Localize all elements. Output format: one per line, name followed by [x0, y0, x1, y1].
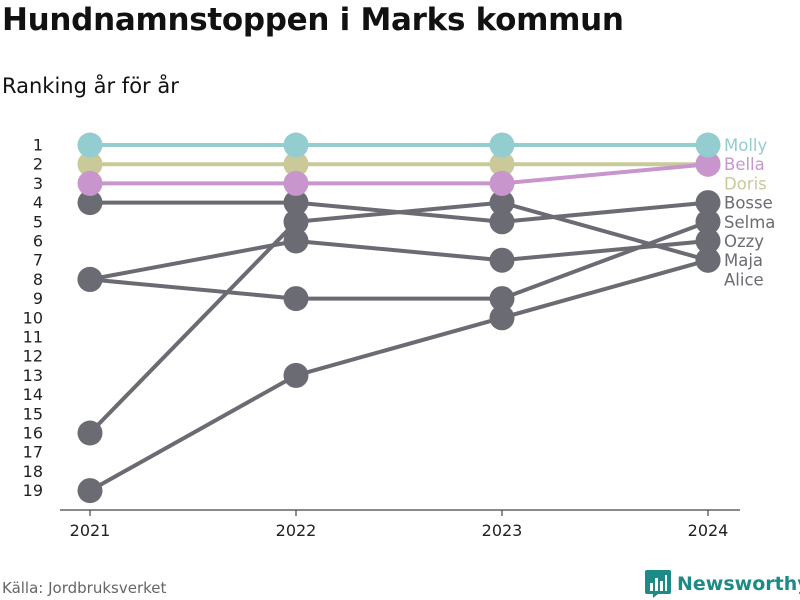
end-label-selma: Selma	[724, 213, 775, 232]
y-tick-label: 14	[23, 385, 43, 404]
x-tick-label: 2024	[688, 521, 729, 540]
series-lines	[88, 143, 710, 493]
y-tick-label: 13	[23, 366, 43, 385]
brand: Newsworthy	[645, 570, 800, 598]
brand-name: Newsworthy	[677, 573, 800, 595]
data-point-ozzy	[489, 247, 515, 273]
series-line-bosse	[88, 200, 710, 224]
y-tick-label: 2	[33, 155, 43, 174]
data-point-maja	[489, 190, 515, 216]
y-tick-label: 18	[23, 462, 43, 481]
y-tick-label: 6	[33, 232, 43, 251]
axes: 2021 2022 2023 2024123456789101112131415161…	[23, 136, 740, 540]
end-label-alice: Alice	[724, 270, 764, 289]
y-tick-label: 3	[33, 174, 43, 193]
data-point-bosse	[489, 209, 515, 235]
y-tick-label: 1	[33, 136, 43, 155]
end-label-ozzy: Ozzy	[724, 232, 764, 251]
y-tick-label: 11	[23, 328, 43, 347]
data-point-maja	[77, 420, 103, 446]
series-line-selma	[88, 219, 710, 301]
series-line-alice	[88, 258, 710, 493]
data-point-ozzy	[695, 228, 721, 254]
x-tick-label: 2023	[482, 521, 523, 540]
data-point-molly	[695, 132, 721, 158]
series-line-ozzy	[88, 239, 710, 282]
y-tick-label: 19	[23, 481, 43, 500]
y-tick-label: 15	[23, 404, 43, 423]
y-tick-label: 16	[23, 424, 43, 443]
end-label-bella: Bella	[724, 155, 765, 174]
y-tick-label: 7	[33, 251, 43, 270]
data-point-maja	[283, 209, 309, 235]
y-tick-label: 12	[23, 347, 43, 366]
data-point-alice	[77, 478, 103, 504]
data-point-doris	[77, 151, 103, 177]
data-point-bosse	[77, 190, 103, 216]
chart-subtitle: Ranking år för år	[2, 74, 179, 98]
data-point-molly	[489, 132, 515, 158]
series-line-bella	[88, 162, 710, 186]
x-tick-label: 2021	[70, 521, 111, 540]
data-point-bella	[489, 170, 515, 196]
source-note: Källa: Jordbruksverket	[2, 579, 167, 597]
data-point-alice	[283, 362, 309, 388]
data-point-bosse	[283, 190, 309, 216]
series-line-maja	[88, 200, 710, 435]
data-point-selma	[283, 286, 309, 312]
data-point-alice	[489, 305, 515, 331]
x-tick-label: 2022	[276, 521, 317, 540]
data-point-selma	[489, 286, 515, 312]
data-point-doris	[489, 151, 515, 177]
data-point-molly	[283, 132, 309, 158]
y-tick-label: 9	[33, 289, 43, 308]
y-tick-label: 10	[23, 308, 43, 327]
chart-title: Hundnamnstoppen i Marks kommun	[2, 2, 624, 38]
data-point-selma	[695, 209, 721, 235]
y-tick-label: 4	[33, 193, 43, 212]
end-label-maja: Maja	[724, 251, 763, 270]
data-point-ozzy	[283, 228, 309, 254]
y-tick-label: 8	[33, 270, 43, 289]
y-tick-label: 17	[23, 443, 43, 462]
y-tick-label: 5	[33, 212, 43, 231]
data-point-bella	[283, 170, 309, 196]
data-point-maja	[695, 247, 721, 273]
bar-chart-logo-icon	[645, 570, 671, 598]
data-point-bella	[77, 170, 103, 196]
data-point-bella	[695, 151, 721, 177]
data-point-selma	[77, 266, 103, 292]
series-points	[77, 132, 721, 504]
data-point-bosse	[695, 190, 721, 216]
end-label-molly: Molly	[724, 136, 767, 155]
data-point-molly	[77, 132, 103, 158]
end-label-bosse: Bosse	[724, 194, 773, 213]
data-point-doris	[283, 151, 309, 177]
end-label-doris: Doris	[724, 174, 767, 193]
